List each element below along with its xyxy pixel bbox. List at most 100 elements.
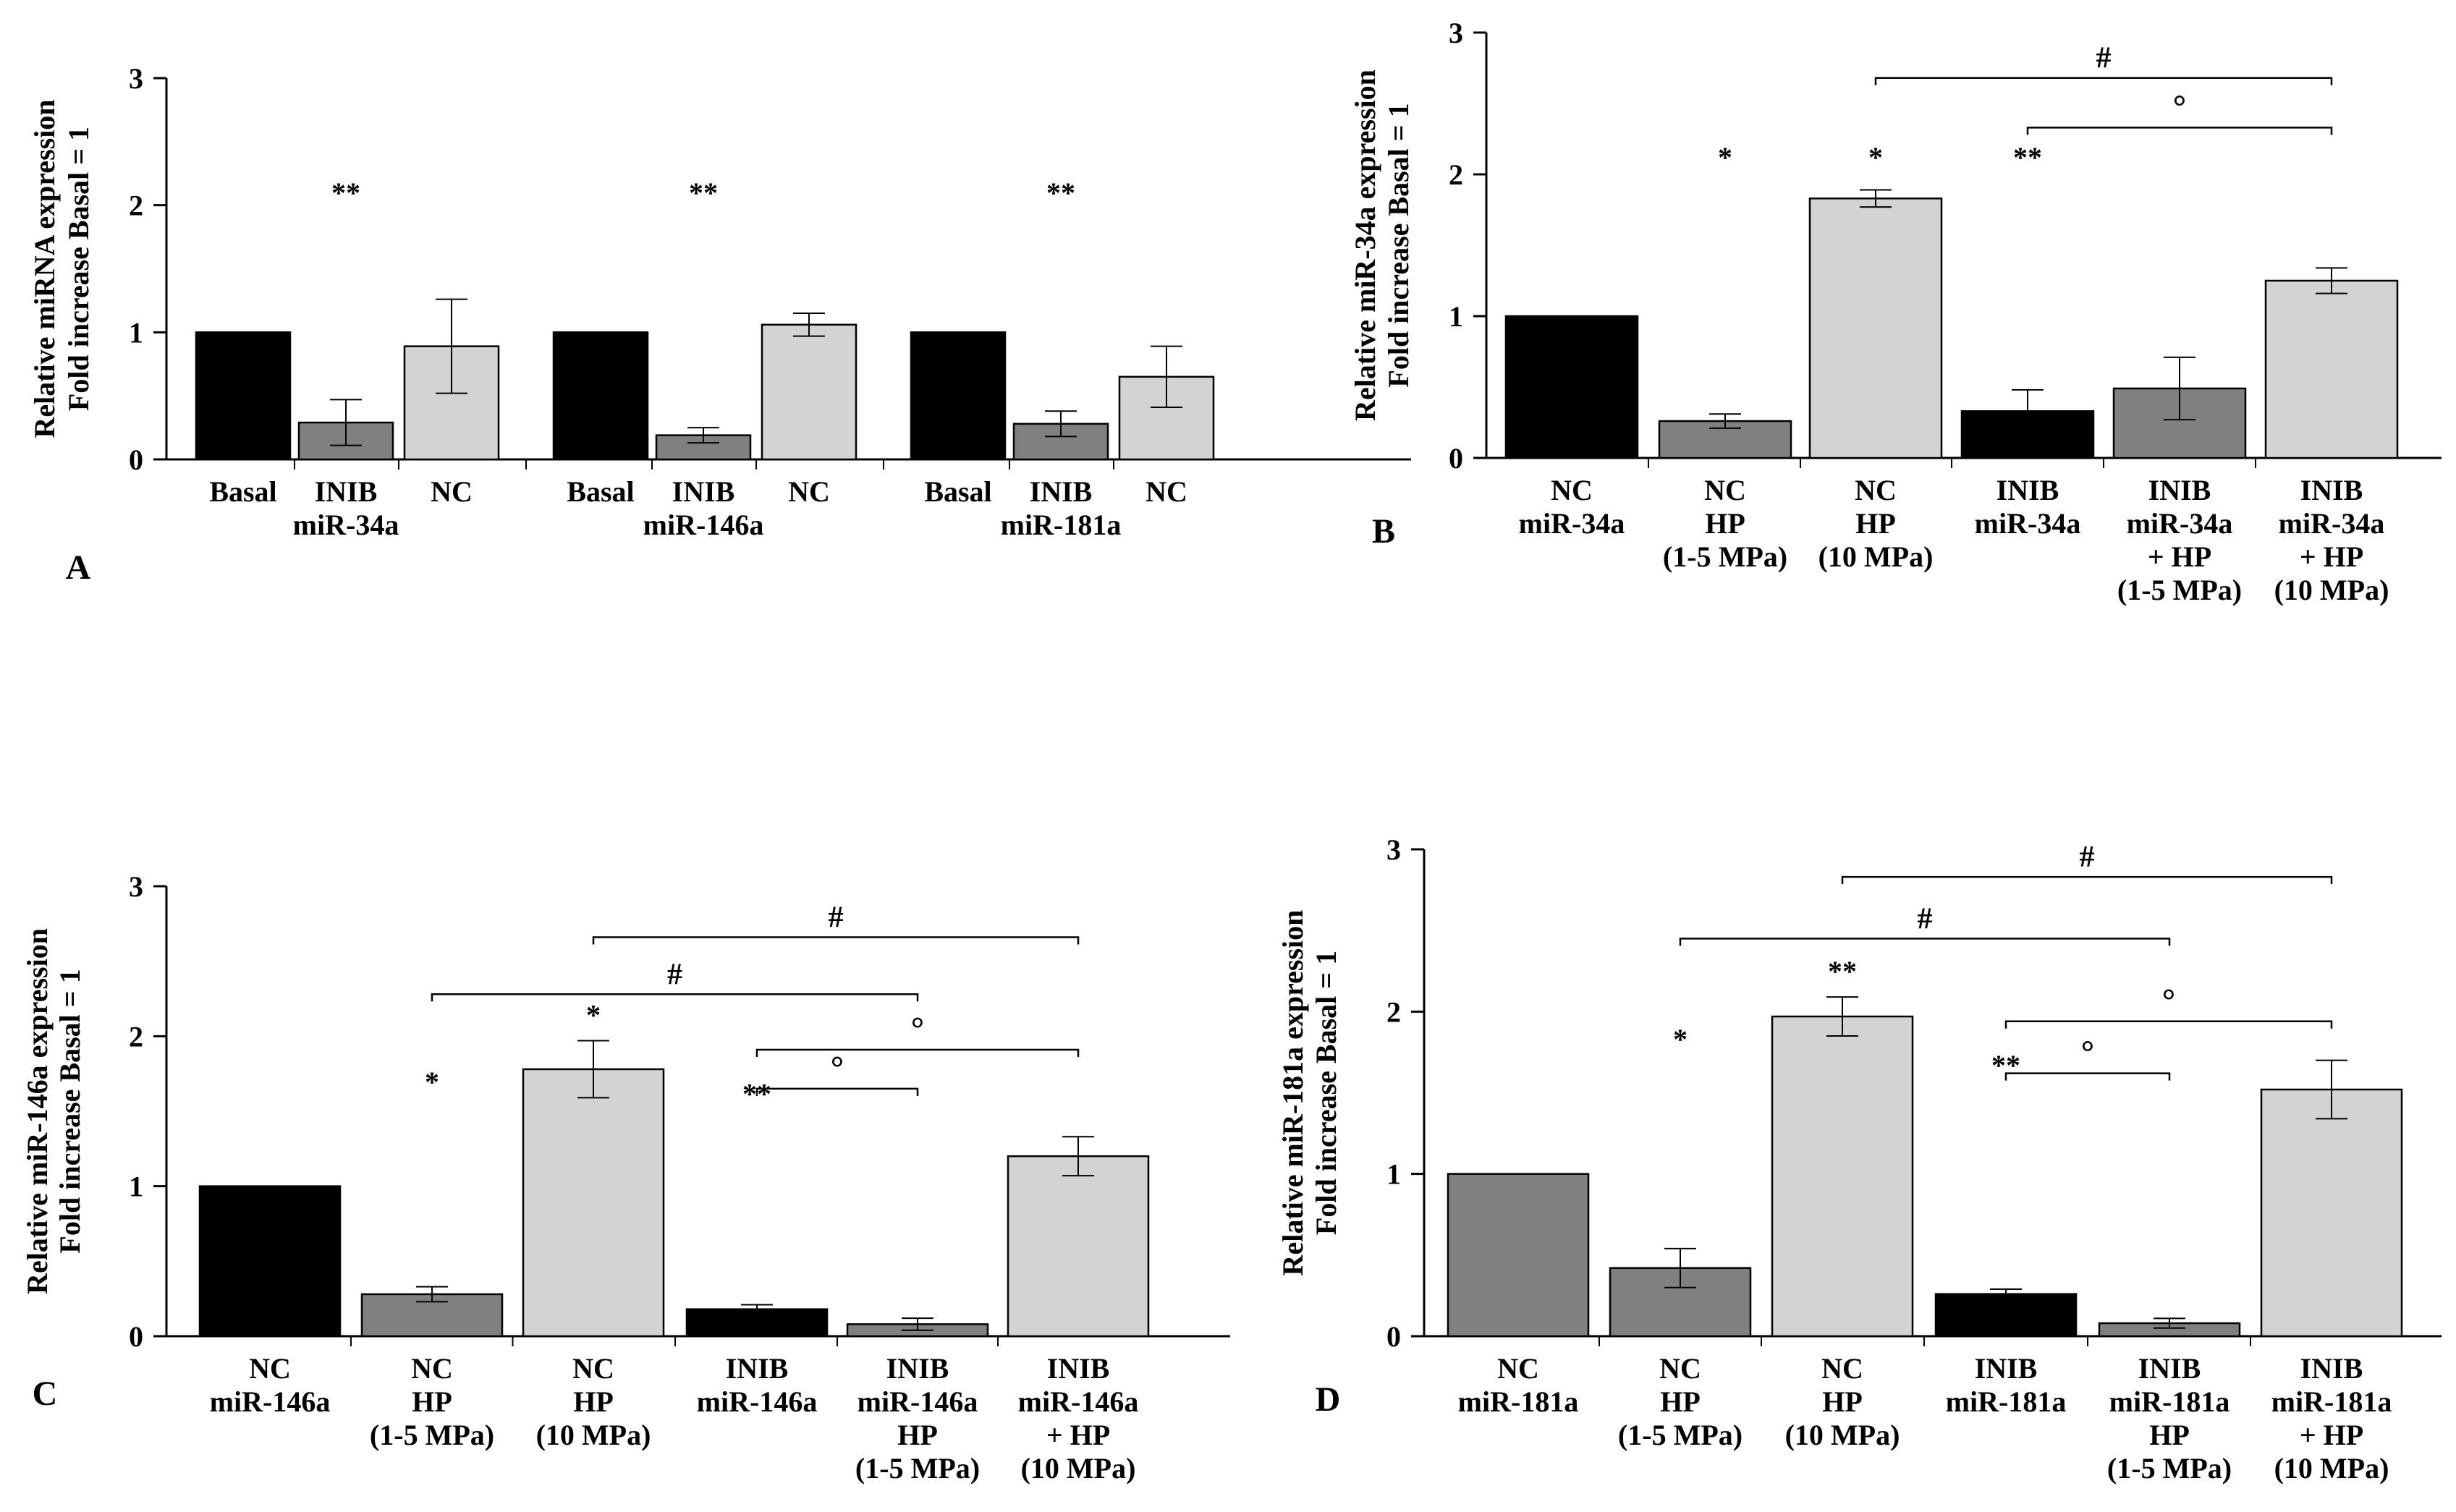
bar — [2264, 279, 2399, 459]
x-tick-label: miR-34a — [2279, 507, 2385, 540]
bar — [1504, 315, 1639, 459]
x-tick-label: NC — [1551, 474, 1593, 506]
y-axis-label: Fold increase Basal = 1 — [1382, 103, 1415, 387]
comparison-bracket — [2026, 127, 2333, 135]
bar — [1609, 1267, 1752, 1338]
x-tick-label: (10 MPa) — [1818, 540, 1934, 573]
x-tick-label: miR-181a — [1001, 509, 1122, 541]
x-tick-label: miR-181a — [1458, 1385, 1579, 1418]
x-tick-label: miR-146a — [643, 509, 764, 541]
y-axis-label: Fold increase Basal = 1 — [62, 127, 95, 411]
comparison-bracket — [1679, 938, 2171, 946]
x-tick-label: miR-34a — [1975, 507, 2081, 540]
y-tick-label: 1 — [1386, 1158, 1401, 1191]
y-tick-label: 0 — [1449, 442, 1463, 475]
y-axis-label: Relative miR-34a expression — [1349, 69, 1381, 421]
comparison-bracket — [592, 936, 1080, 945]
comparison-bracket — [755, 1048, 1080, 1057]
x-tick-label: + HP — [2148, 540, 2211, 573]
x-tick-label: NC — [431, 475, 473, 508]
x-tick-label: NC — [1497, 1352, 1539, 1385]
x-tick-label: HP — [1855, 507, 1896, 540]
significance-marker: * — [1673, 1023, 1688, 1056]
x-tick-label: (1-5 MPa) — [2117, 574, 2242, 606]
comparison-symbol: ° — [831, 1049, 844, 1086]
x-tick-label: INIB — [726, 1352, 789, 1385]
significance-marker: * — [1718, 141, 1732, 174]
x-tick-label: (1-5 MPa) — [370, 1419, 494, 1451]
x-tick-label: HP — [573, 1385, 614, 1418]
x-tick-label: HP — [2149, 1419, 2190, 1451]
comparison-bracket — [1841, 875, 2333, 885]
y-tick-label: 2 — [129, 1020, 143, 1053]
comparison-symbol: ° — [2173, 88, 2186, 124]
x-tick-label: NC — [1855, 474, 1897, 506]
x-tick-label: (10 MPa) — [2274, 1452, 2389, 1485]
comparison-bracket — [755, 1087, 919, 1096]
x-tick-label: INIB — [2138, 1352, 2201, 1385]
x-tick-label: miR-146a — [1018, 1385, 1139, 1418]
bar — [522, 1068, 665, 1338]
x-tick-label: NC — [249, 1352, 291, 1385]
x-tick-label: NC — [1146, 475, 1187, 508]
x-tick-label: (10 MPa) — [1785, 1419, 1900, 1451]
x-tick-label: + HP — [2300, 1419, 2363, 1451]
y-tick-label: 2 — [1386, 995, 1401, 1028]
chart-panel-d: 0 1 2 3 Relative miR-181a expression Fold inc… — [1276, 833, 2442, 1485]
y-tick-label: 0 — [129, 443, 143, 476]
y-axis-label: Relative miR-181a expression — [1276, 910, 1309, 1276]
y-axis-label: Fold increase Basal = 1 — [1310, 951, 1342, 1235]
significance-marker: * — [425, 1066, 439, 1098]
x-tick-label: (1-5 MPa) — [1663, 540, 1787, 573]
comparison-bracket — [431, 993, 919, 1002]
x-tick-label: INIB — [2300, 1352, 2363, 1385]
y-axis-label: Fold increase Basal = 1 — [54, 969, 86, 1253]
comparison-symbol: ° — [911, 1010, 924, 1047]
bar — [552, 331, 649, 461]
panel-letter: D — [1316, 1380, 1341, 1419]
y-tick-label: 3 — [1386, 833, 1401, 866]
x-tick-label: (1-5 MPa) — [855, 1452, 980, 1485]
x-tick-label: miR-34a — [2127, 507, 2233, 540]
x-tick-label: INIB — [1975, 1352, 2038, 1385]
y-axis-label: Relative miRNA expression — [28, 99, 61, 438]
x-tick-label: miR-181a — [2271, 1385, 2392, 1418]
x-tick-label: (1-5 MPa) — [1618, 1419, 1743, 1451]
x-tick-label: (10 MPa) — [536, 1419, 651, 1451]
y-tick-label: 1 — [129, 1171, 143, 1203]
x-tick-label: miR-146a — [697, 1385, 818, 1418]
bar — [1934, 1293, 2078, 1338]
panel-letter: A — [66, 548, 91, 587]
panel-letter: B — [1372, 512, 1395, 551]
significance-marker: ** — [689, 177, 718, 209]
bar — [198, 1185, 342, 1338]
x-tick-label: HP — [1660, 1385, 1701, 1418]
y-tick-label: 3 — [129, 870, 143, 903]
chart-panel-c: 0 1 2 3 Relative miR-146a expression Fold inc… — [21, 870, 1230, 1485]
y-tick-label: 2 — [129, 190, 143, 222]
x-tick-label: INIB — [2300, 474, 2363, 506]
x-tick-label: miR-146a — [858, 1385, 978, 1418]
x-tick-label: NC — [572, 1352, 614, 1385]
bar — [910, 331, 1007, 461]
comparison-bracket — [2004, 1020, 2333, 1029]
comparison-bracket — [1874, 77, 2333, 85]
x-tick-label: HP — [412, 1385, 452, 1418]
x-tick-label: Basal — [567, 475, 634, 508]
comparison-symbol: ° — [2162, 982, 2175, 1019]
x-tick-label: INIB — [1030, 475, 1093, 508]
x-tick-label: INIB — [886, 1352, 949, 1385]
comparison-symbol: ° — [2081, 1034, 2094, 1071]
x-tick-label: INIB — [2148, 474, 2211, 506]
bar — [1808, 198, 1943, 459]
panel-letter: C — [33, 1375, 58, 1413]
x-tick-label: NC — [1704, 474, 1746, 506]
x-tick-label: INIB — [1047, 1352, 1110, 1385]
bar — [761, 323, 858, 461]
x-tick-label: NC — [411, 1352, 453, 1385]
y-tick-label: 2 — [1449, 158, 1463, 191]
chart-panel-b: 0 1 2 3 Relative miR-34a expression Fold incr… — [1349, 17, 2442, 606]
x-tick-label: NC — [788, 475, 830, 508]
x-tick-label: Basal — [924, 475, 991, 508]
